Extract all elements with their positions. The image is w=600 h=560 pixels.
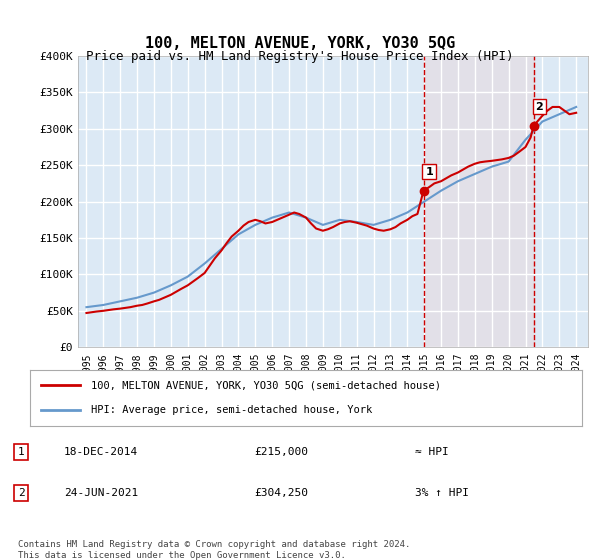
Text: 100, MELTON AVENUE, YORK, YO30 5QG (semi-detached house): 100, MELTON AVENUE, YORK, YO30 5QG (semi… [91,380,441,390]
Text: Price paid vs. HM Land Registry's House Price Index (HPI): Price paid vs. HM Land Registry's House … [86,50,514,63]
Text: ≈ HPI: ≈ HPI [415,447,449,457]
Text: 24-JUN-2021: 24-JUN-2021 [64,488,138,498]
Bar [424,56,533,347]
Text: 2: 2 [535,102,543,111]
Text: Contains HM Land Registry data © Crown copyright and database right 2024.
This d: Contains HM Land Registry data © Crown c… [18,540,410,560]
Text: £304,250: £304,250 [254,488,308,498]
Text: 3% ↑ HPI: 3% ↑ HPI [415,488,469,498]
Text: 2: 2 [18,488,25,498]
Text: 1: 1 [425,167,433,176]
Text: 1: 1 [18,447,25,457]
Text: HPI: Average price, semi-detached house, York: HPI: Average price, semi-detached house,… [91,405,372,415]
Text: 18-DEC-2014: 18-DEC-2014 [64,447,138,457]
Text: £215,000: £215,000 [254,447,308,457]
Text: 100, MELTON AVENUE, YORK, YO30 5QG: 100, MELTON AVENUE, YORK, YO30 5QG [145,36,455,52]
